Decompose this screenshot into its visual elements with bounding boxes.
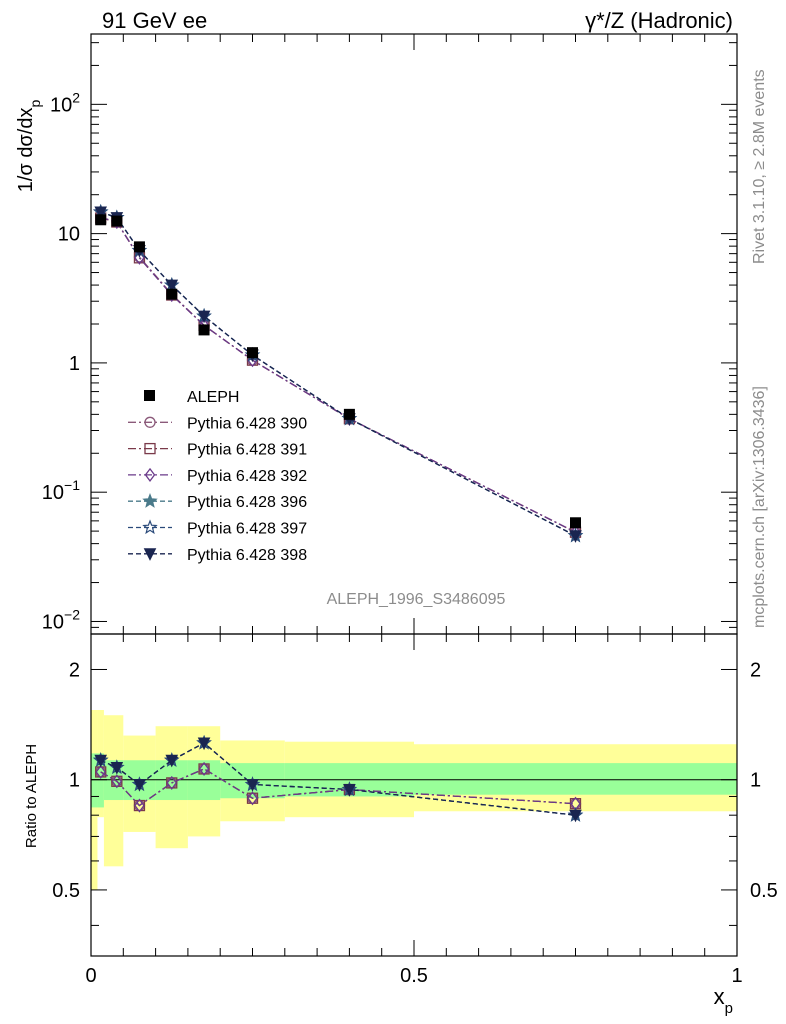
ratio-series-point-2 [111, 774, 123, 789]
aleph-data-point [111, 215, 123, 227]
ratio-series-point-2 [247, 791, 258, 806]
legend-marker-3 [142, 493, 158, 508]
aleph-data-point [198, 324, 210, 336]
ratio-series-point-5 [197, 737, 211, 751]
aleph-data-point [343, 408, 355, 420]
ratio-series-point-2 [166, 775, 178, 791]
legend-label-0: Pythia 6.428 390 [187, 415, 307, 432]
legend-marker-1 [144, 442, 156, 455]
main-series-point-5 [197, 310, 211, 324]
legend-marker-aleph [144, 390, 155, 401]
ratio-series-point-5 [246, 779, 259, 792]
main-ytick-label: 10−2 [42, 606, 80, 633]
ratio-series-point-5 [110, 761, 124, 775]
aleph-data-point [166, 288, 178, 300]
legend-marker-5 [143, 548, 157, 561]
main-ytick-label: 10 [58, 224, 80, 246]
main-axes: 10−2 10−1 1 10 102 [42, 34, 738, 635]
ratio-band-inner [414, 763, 737, 795]
legend-label-3: Pythia 6.428 396 [187, 494, 307, 511]
ratio-series-point-5 [133, 779, 146, 792]
xtick-label: 1 [731, 965, 742, 987]
ratio-series-point-5 [569, 809, 582, 823]
ratio-uncertainty-bands [91, 710, 737, 890]
xtick-label: 0.5 [400, 965, 428, 987]
ratio-axes: 0.5 0.5 1 1 2 2 0 0.5 1 [52, 634, 778, 987]
main-ytick-label: 10−1 [42, 477, 80, 504]
ratio-series-layer [92, 734, 584, 823]
header-right-title: γ*/Z (Hadronic) [585, 8, 733, 33]
ratio-ytick-label-right: 2 [750, 659, 761, 681]
main-series-line-0 [100, 216, 576, 533]
main-series-point-5 [569, 530, 582, 543]
main-series-line-5 [100, 211, 576, 537]
legend-marker-2 [144, 467, 156, 482]
main-series-point-5 [94, 206, 107, 220]
ratio-series-point-5 [165, 754, 179, 768]
xlabel: xp [714, 984, 733, 1017]
main-ylabel: 1/σ dσ/dxp [15, 100, 43, 193]
side-label-top: Rivet 3.1.10, ≥ 2.8M events [751, 69, 768, 264]
legend-label-4: Pythia 6.428 397 [187, 521, 307, 538]
legend-label-1: Pythia 6.428 391 [187, 442, 307, 459]
aleph-data-point [133, 241, 145, 253]
main-ytick-label: 102 [50, 89, 80, 116]
ratio-band-inner [91, 753, 98, 808]
aleph-data-point [95, 214, 107, 226]
main-series-line-1 [100, 217, 576, 533]
legend-label-5: Pythia 6.428 398 [187, 547, 307, 564]
legend-marker-0 [144, 416, 156, 428]
main-series-line-2 [100, 216, 576, 533]
header-left-title: 91 GeV ee [102, 8, 207, 33]
ratio-series-point-2 [198, 761, 210, 777]
legend: ALEPH Pythia 6.428 390 Pythia 6.428 391 Pyt… [128, 389, 307, 564]
main-ylabel-text: 1/σ dσ/dxp [15, 100, 43, 193]
watermark: ALEPH_1996_S3486095 [327, 591, 506, 608]
xtick-label: 0 [85, 965, 96, 987]
ratio-series-point-5 [343, 784, 356, 797]
legend-label-2: Pythia 6.428 392 [187, 468, 307, 485]
main-series-line-4 [100, 211, 576, 537]
ratio-series-line-2 [100, 768, 576, 807]
legend-marker-4 [142, 519, 158, 535]
ratio-series-point-5 [94, 754, 107, 768]
main-ytick-label: 1 [69, 353, 80, 375]
legend-label-aleph: ALEPH [187, 389, 239, 406]
aleph-data-point [247, 347, 258, 359]
ratio-series-line-5 [100, 742, 576, 816]
ratio-ylabel: Ratio to ALEPH [23, 744, 40, 848]
main-series-layer [92, 203, 584, 543]
ratio-band-inner [97, 753, 104, 808]
side-label-bottom: mcplots.cern.ch [arXiv:1306.3436] [751, 386, 768, 628]
aleph-data-layer [95, 214, 581, 529]
main-frame [90, 33, 738, 635]
main-series-line-3 [100, 211, 576, 537]
ratio-ytick-label-right: 1 [750, 770, 761, 792]
aleph-data-point [570, 517, 581, 529]
ratio-ytick-label-left: 0.5 [52, 880, 80, 902]
ratio-ytick-label-left: 2 [69, 659, 80, 681]
ratio-series-point-2 [134, 798, 145, 813]
ratio-series-point-2 [95, 764, 107, 780]
ratio-ytick-label-left: 1 [69, 770, 80, 792]
main-series-point-5 [165, 279, 179, 293]
ratio-frame [90, 633, 738, 957]
ratio-ytick-label-right: 0.5 [750, 880, 778, 902]
